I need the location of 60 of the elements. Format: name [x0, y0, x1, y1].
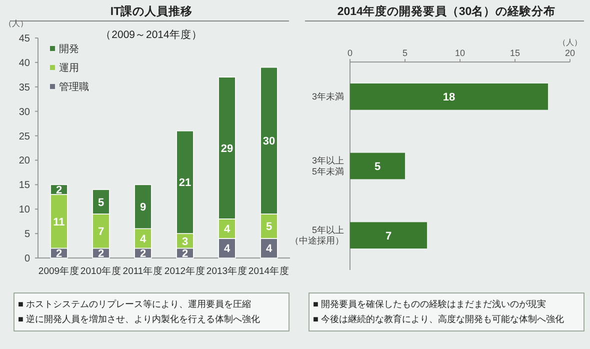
data-label: 2 [140, 248, 146, 260]
text: ■ ホストシステムのリプレース等により、運用要員を圧縮 [18, 299, 251, 309]
data-label: 9 [140, 202, 146, 214]
bar [350, 222, 427, 249]
data-label: 7 [98, 226, 104, 238]
chart-title: 2014年度の開発要員（30名）の経験分布 [337, 4, 556, 18]
data-label: 5 [98, 196, 104, 209]
y-tick-label: 3年以上5年未満 [312, 156, 344, 176]
text: ■ 逆に開発人員を増加させ、より内製化を行える体制へ強化 [18, 314, 260, 324]
y-tick-label: 5 [24, 229, 30, 240]
data-label: 3 [182, 236, 188, 248]
data-label: 29 [220, 143, 234, 155]
y-tick-label: 15 [18, 180, 30, 192]
y-tick-label: 5年以上（中途採用） [290, 224, 344, 246]
data-label: 2 [182, 248, 188, 260]
x-tick-label: 5 [402, 48, 408, 58]
data-label: 18 [442, 92, 456, 104]
y-tick-label: 20 [18, 156, 30, 167]
y-tick-label: 0 [24, 254, 30, 264]
legend-label: 運用 [59, 62, 79, 74]
bar [350, 152, 405, 180]
x-tick-label: 2011年度 [122, 265, 164, 277]
data-label: 4 [266, 243, 273, 256]
bar [350, 83, 548, 110]
chart-subtitle: （2009～2014年度） [100, 28, 202, 41]
x-tick-label: 15 [510, 48, 520, 58]
x-axis-title: （人） [558, 38, 582, 47]
y-tick-label: 25 [18, 131, 30, 142]
text: ■ 今後は継続的な教育により、高度な開発も可能な体制へ強化 [313, 314, 564, 324]
legend-label: 管理職 [59, 81, 89, 93]
chart-title: IT課の人員推移 [110, 4, 193, 18]
data-label: 21 [178, 177, 192, 190]
x-tick-label: 2014年度 [248, 265, 290, 277]
data-label: 7 [385, 230, 392, 242]
y-tick-label: 45 [18, 34, 30, 44]
data-label: 5 [266, 221, 272, 234]
data-label: 5 [374, 161, 381, 173]
x-tick-label: 2012年度 [164, 265, 206, 277]
data-label: 4 [140, 233, 147, 246]
data-label: 2 [56, 248, 62, 260]
y-axis-title: （人） [4, 19, 28, 28]
data-label: 4 [224, 243, 231, 256]
x-tick-label: 20 [564, 48, 576, 58]
x-tick-label: 0 [347, 48, 353, 58]
y-tick-label: 3年未満 [312, 92, 344, 102]
x-tick-label: 10 [454, 48, 466, 58]
data-label: 11 [53, 216, 65, 228]
x-tick-label: 2009年度 [38, 265, 80, 277]
text: ■ 開発要員を確保したものの経験はまだまだ浅いのが現実 [313, 299, 546, 309]
data-label: 2 [98, 248, 104, 260]
y-tick-label: 35 [18, 82, 30, 94]
y-tick-label: 10 [18, 204, 30, 216]
x-tick-label: 2013年度 [206, 265, 248, 277]
y-tick-label: 30 [18, 106, 30, 118]
data-label: 30 [262, 136, 276, 148]
data-label: 4 [224, 224, 231, 236]
data-label: 2 [56, 184, 62, 197]
legend-label: 開発 [59, 44, 79, 55]
y-tick-label: 40 [18, 58, 30, 69]
x-tick-label: 2010年度 [80, 265, 122, 277]
